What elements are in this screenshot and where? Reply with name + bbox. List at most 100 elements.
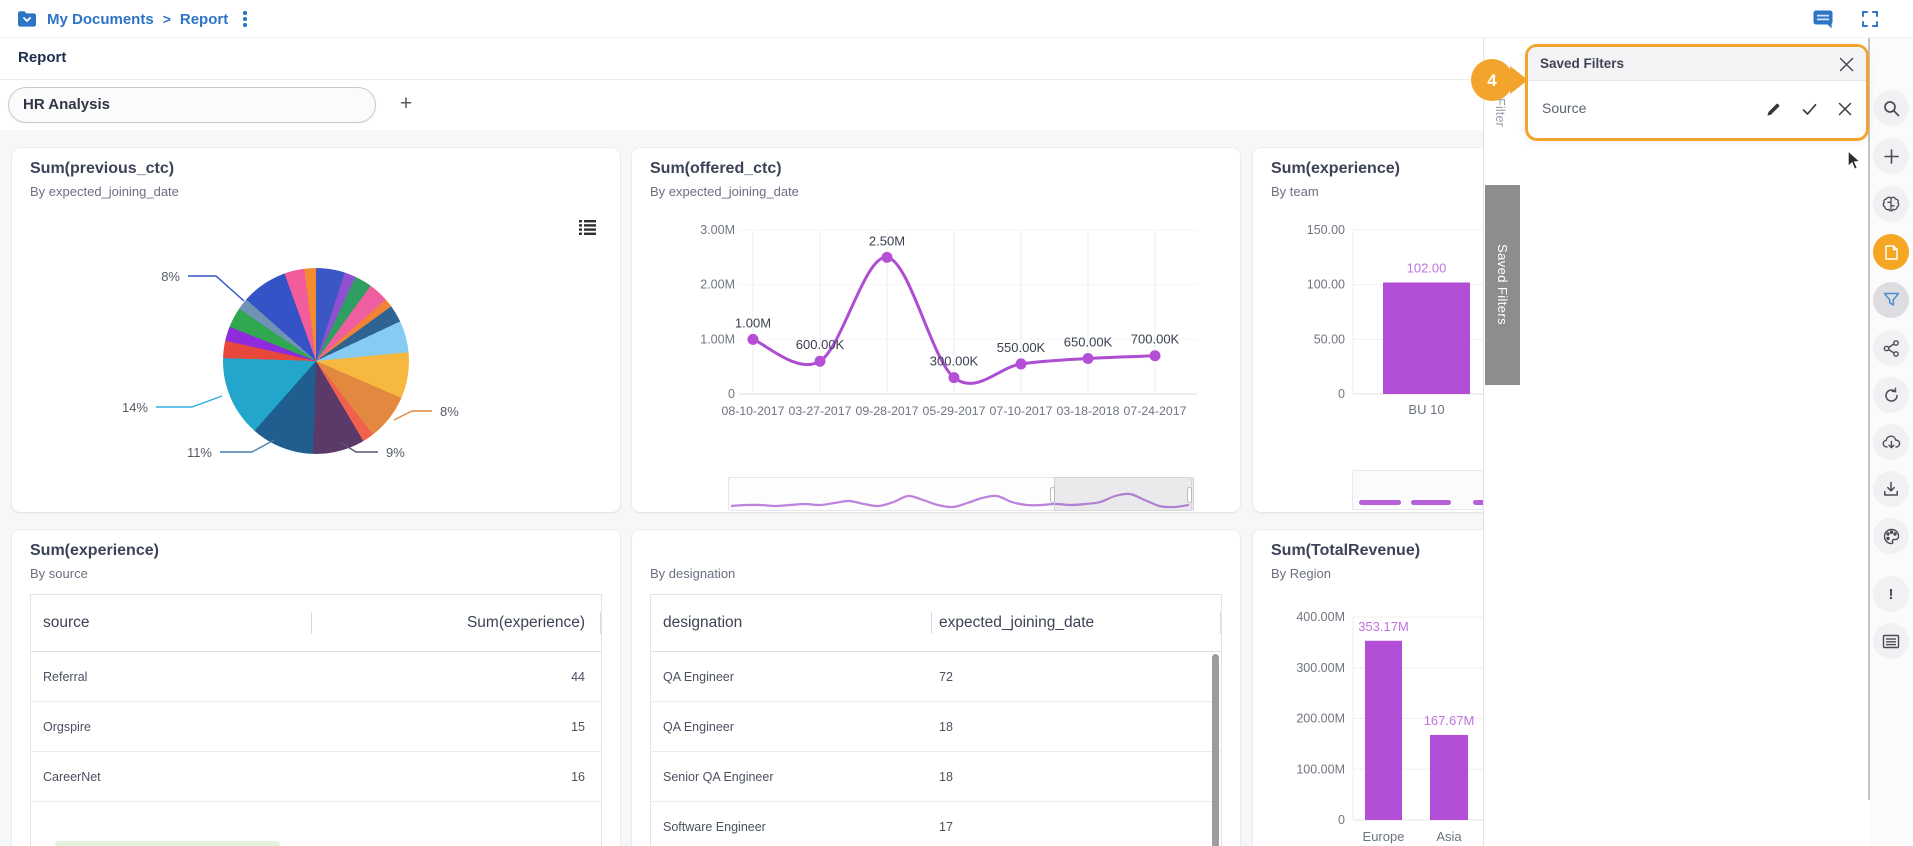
tab-hr-analysis[interactable]: HR Analysis — [8, 87, 376, 123]
table-row[interactable]: Software Engineer17 — [651, 802, 1221, 846]
breadcrumb-separator: > — [163, 11, 171, 27]
filter-icon[interactable] — [1873, 282, 1909, 318]
saved-filters-popup: Saved Filters Source — [1525, 44, 1869, 141]
page-title: Report — [18, 49, 66, 66]
refresh-icon[interactable] — [1873, 377, 1909, 413]
plus-icon[interactable] — [1873, 138, 1909, 174]
data-point[interactable] — [1083, 353, 1094, 364]
data-point[interactable] — [748, 334, 759, 345]
table-row[interactable]: Referral 44 — [31, 652, 601, 702]
card-subtitle: By team — [1271, 184, 1319, 199]
card-title: Sum(previous_ctc) — [30, 160, 174, 178]
navigator-handle-right[interactable] — [1187, 487, 1192, 503]
y-axis-tick: 2.00M — [700, 278, 735, 292]
navigator-mark — [1359, 500, 1401, 505]
ai-brain-icon[interactable] — [1873, 186, 1909, 222]
card-subtitle: By expected_joining_date — [650, 184, 799, 199]
edit-pencil-icon[interactable] — [1766, 102, 1781, 117]
comment-bubble-icon[interactable] — [1812, 9, 1835, 30]
table-row[interactable]: CareerNet16 — [31, 752, 601, 802]
card-subtitle: By expected_joining_date — [30, 184, 179, 199]
x-axis-tick: 03-27-2017 — [789, 404, 852, 418]
sheet-tab-row: HR Analysis + — [0, 80, 1483, 130]
navigator-handle-left[interactable] — [1050, 487, 1055, 503]
pie-callout-label: 8% — [161, 269, 180, 284]
point-label: 550.00K — [997, 340, 1046, 355]
close-icon[interactable] — [1834, 52, 1858, 76]
search-icon[interactable] — [1873, 90, 1909, 126]
pie-callout-label: 8% — [440, 404, 459, 419]
y-axis-tick: 400.00M — [1296, 610, 1345, 624]
check-icon[interactable] — [1802, 103, 1817, 116]
table-row[interactable]: Senior QA Engineer18 — [651, 752, 1221, 802]
table-cell: 16 — [571, 770, 585, 784]
pie-callout-label: 14% — [122, 400, 148, 415]
remove-x-icon[interactable] — [1838, 102, 1852, 116]
card-title: Sum(offered_ctc) — [650, 160, 782, 178]
line-chart[interactable]: 3.00M2.00M1.00M01.00M600.00K2.50M300.00K… — [687, 223, 1207, 435]
kebab-menu-icon[interactable] — [237, 8, 253, 30]
chart-navigator[interactable] — [1352, 470, 1483, 510]
card-experience-by-source-table: Sum(experience) By source sourceSum(expe… — [12, 530, 620, 846]
table-cell: QA Engineer — [663, 720, 734, 734]
data-point[interactable] — [815, 356, 826, 367]
data-point[interactable] — [949, 372, 960, 383]
comments-icon[interactable] — [1873, 623, 1909, 659]
bar[interactable] — [1365, 641, 1402, 820]
table-cell: 44 — [571, 670, 585, 684]
bar-value-label: 102.00 — [1407, 260, 1447, 275]
breadcrumb-my-documents[interactable]: My Documents — [47, 11, 154, 28]
data-point[interactable] — [882, 252, 893, 263]
chart-navigator[interactable] — [728, 477, 1192, 511]
point-label: 700.00K — [1131, 332, 1180, 347]
bar[interactable] — [1430, 735, 1468, 820]
fullscreen-icon[interactable] — [1861, 10, 1879, 28]
column-header[interactable]: designation — [663, 614, 742, 632]
x-axis-tick: 07-10-2017 — [990, 404, 1053, 418]
legend-list-icon[interactable] — [579, 220, 596, 240]
top-bar: My Documents > Report — [0, 0, 1913, 38]
alert-icon[interactable]: ! — [1873, 576, 1909, 612]
bar-value-label: 167.67M — [1424, 713, 1475, 728]
table-row[interactable]: QA Engineer72 — [651, 652, 1221, 702]
cloud-download-icon[interactable] — [1873, 424, 1909, 460]
report-header-row: Report — [0, 38, 1483, 80]
notes-icon[interactable] — [1873, 234, 1909, 270]
table-cell: Orgspire — [43, 720, 91, 734]
bar-chart[interactable]: 150.00100.0050.000102.00BU 10 — [1283, 218, 1483, 438]
column-header[interactable]: source — [43, 614, 90, 632]
bar-chart[interactable]: 400.00M300.00M200.00M100.00M0353.17MEuro… — [1283, 605, 1483, 846]
column-header[interactable]: expected_joining_date — [939, 614, 1094, 632]
data-point[interactable] — [1016, 358, 1027, 369]
column-header[interactable]: Sum(experience) — [467, 614, 585, 632]
add-sheet-button[interactable]: + — [392, 91, 420, 119]
y-axis-tick: 1.00M — [700, 332, 735, 346]
card-experience-by-team-bar: Sum(experience) By team 150.00100.0050.0… — [1253, 148, 1483, 512]
x-axis-tick: 07-24-2017 — [1124, 404, 1187, 418]
table-cell: Senior QA Engineer — [663, 770, 774, 784]
palette-icon[interactable] — [1873, 518, 1909, 554]
card-title: Sum(experience) — [30, 542, 159, 560]
pie-chart[interactable] — [223, 268, 409, 454]
x-axis-tick: 09-28-2017 — [856, 404, 919, 418]
dashboard-canvas: Sum(previous_ctc) By expected_joining_da… — [0, 130, 1483, 846]
saved-filters-side-tab[interactable]: Saved Filters — [1485, 185, 1520, 385]
download-icon[interactable] — [1873, 471, 1909, 507]
card-title: Sum(TotalRevenue) — [1271, 542, 1420, 560]
table-row[interactable]: Orgspire15 — [31, 702, 601, 752]
saved-filter-item[interactable]: Source — [1528, 81, 1866, 137]
bar[interactable] — [1383, 282, 1470, 394]
table-row[interactable]: QA Engineer18 — [651, 702, 1221, 752]
right-icon-rail: ! — [1870, 38, 1913, 846]
table-scrollbar[interactable] — [1212, 654, 1219, 846]
table-cell: Referral — [43, 670, 87, 684]
point-label: 600.00K — [796, 337, 845, 352]
y-axis-tick: 3.00M — [700, 223, 735, 237]
breadcrumb-report[interactable]: Report — [180, 11, 228, 28]
data-point[interactable] — [1150, 350, 1161, 361]
share-icon[interactable] — [1873, 330, 1909, 366]
point-label: 2.50M — [869, 233, 905, 248]
table-cell: QA Engineer — [663, 670, 734, 684]
navigator-selection[interactable] — [1054, 477, 1194, 511]
saved-filter-name: Source — [1542, 100, 1586, 116]
